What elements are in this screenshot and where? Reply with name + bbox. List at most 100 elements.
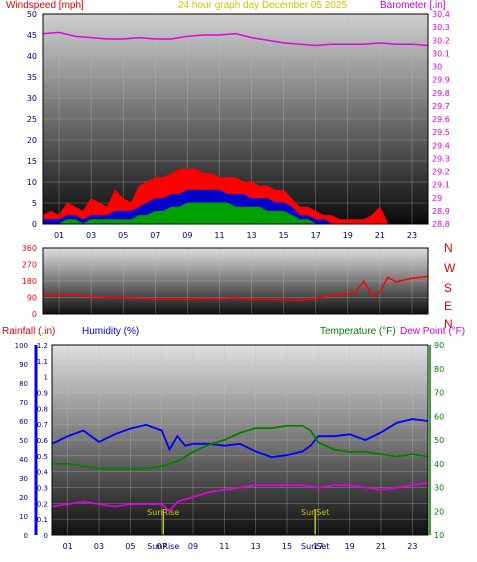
- barometer-y-tick: 30.3: [432, 23, 450, 32]
- direction-y-tick: 360: [22, 244, 37, 253]
- temp-x-tick: 09: [188, 542, 198, 551]
- temp-x-tick: 17: [313, 542, 323, 551]
- direction-line: [42, 275, 429, 302]
- wind-y-tick: 30: [27, 94, 37, 103]
- barometer-y-tick: 29.8: [432, 89, 450, 98]
- rainfall-y-tick: 0.7: [37, 421, 48, 429]
- temp-x-tick: 13: [251, 542, 261, 551]
- humidity-y-tick: 90: [19, 361, 28, 369]
- wind-x-tick: 07: [150, 231, 160, 240]
- temperature-y-tick: 70: [434, 389, 444, 398]
- rainfall-y-tick: 0: [44, 532, 48, 540]
- barometer-y-tick: 29.4: [432, 141, 450, 150]
- temp-x-tick: 11: [219, 542, 229, 551]
- sun-marker-label: SunRise: [147, 508, 179, 517]
- barometer-y-tick: 28.8: [432, 220, 450, 229]
- barometer-y-tick: 29.7: [432, 102, 450, 111]
- wind-y-tick: 10: [27, 178, 37, 187]
- barometer-y-tick: 30.2: [432, 36, 450, 45]
- barometer-label: Barometer [.in]: [380, 0, 446, 11]
- temperature-y-tick: 30: [434, 484, 444, 493]
- rainfall-y-tick: 0.9: [37, 390, 48, 398]
- wind-x-tick: 01: [54, 231, 64, 240]
- wind-x-tick: 13: [246, 231, 256, 240]
- wind-y-tick: 40: [27, 52, 37, 61]
- temperature-y-tick: 10: [434, 531, 444, 540]
- wind-x-tick: 05: [118, 231, 128, 240]
- direction-y-tick: 90: [27, 294, 37, 303]
- compass-north-top: N: [444, 241, 453, 255]
- humidity-y-tick: 50: [19, 437, 28, 445]
- rainfall-y-tick: 1: [44, 374, 48, 382]
- temperature-y-tick: 20: [434, 507, 444, 516]
- humidity-y-tick: 0: [24, 532, 28, 540]
- dewpoint-label: Dew Point (°F): [400, 326, 466, 337]
- wind-y-tick: 35: [27, 73, 37, 82]
- wind-y-tick: 5: [32, 199, 37, 208]
- temp-x-tick: 19: [345, 542, 355, 551]
- wind-y-tick: 0: [32, 220, 37, 229]
- rainfall-label: Rainfall (.in): [2, 326, 56, 337]
- direction-y-tick: 270: [22, 261, 37, 270]
- temp-x-tick: 21: [376, 542, 386, 551]
- rainfall-y-tick: 1.1: [37, 358, 48, 366]
- compass-west: W: [444, 261, 456, 275]
- wind-y-tick: 25: [27, 115, 37, 124]
- humidity-y-tick: 30: [19, 475, 28, 483]
- chart-title: 24 hour graph day December 05 2025: [178, 0, 348, 11]
- barometer-line: [42, 31, 429, 47]
- direction-y-tick: 0: [32, 310, 37, 319]
- barometer-y-tick: 29.1: [432, 181, 450, 190]
- wind-x-tick: 11: [214, 231, 224, 240]
- barometer-y-tick: 28.9: [432, 207, 450, 216]
- rainfall-y-tick: 0.6: [37, 437, 49, 445]
- wind-x-tick: 17: [311, 231, 321, 240]
- temperature-label: Temperature (°F): [320, 326, 396, 337]
- series-dew-point: [51, 481, 429, 513]
- barometer-y-tick: 29.5: [432, 128, 450, 137]
- rainfall-y-tick: 0.5: [37, 453, 48, 461]
- wind-x-tick: 09: [182, 231, 192, 240]
- humidity-y-tick: 40: [19, 456, 28, 464]
- temperature-y-tick: 40: [434, 460, 444, 469]
- humidity-y-tick: 80: [19, 380, 28, 388]
- barometer-y-tick: 29: [432, 194, 442, 203]
- humidity-label: Humidity (%): [82, 326, 140, 337]
- temperature-y-tick: 60: [434, 412, 444, 421]
- compass-north-bottom: N: [444, 317, 453, 331]
- rainfall-y-tick: 0.3: [37, 485, 48, 493]
- wind-plot-border: [42, 13, 429, 225]
- temp-x-tick: 15: [282, 542, 292, 551]
- wind-x-tick: 23: [407, 231, 417, 240]
- series-temperature: [52, 424, 429, 470]
- barometer-y-tick: 30: [432, 63, 442, 72]
- wind-x-tick: 03: [86, 231, 96, 240]
- rainfall-y-tick: 0.4: [37, 469, 49, 477]
- humidity-y-tick: 10: [19, 513, 28, 521]
- temp-x-tick: 03: [94, 542, 104, 551]
- rainfall-y-tick: 0.2: [37, 500, 48, 508]
- wind-x-tick: 21: [375, 231, 385, 240]
- temp-plot-border: [51, 344, 429, 536]
- sun-marker-axis-label: SunRise: [147, 542, 179, 551]
- wind-y-tick: 20: [27, 136, 37, 145]
- windspeed-label: Windspeed [mph]: [6, 0, 84, 11]
- wind-x-tick: 15: [279, 231, 289, 240]
- humidity-y-tick: 20: [19, 494, 28, 502]
- sun-marker-axis-label: SunSet: [301, 542, 329, 551]
- direction-plot-border: [42, 247, 429, 315]
- rainfall-y-tick: 1.2: [37, 342, 48, 350]
- humidity-y-tick: 60: [19, 418, 28, 426]
- temp-x-tick: 05: [125, 542, 135, 551]
- barometer-y-tick: 29.2: [432, 168, 450, 177]
- wind-y-tick: 45: [27, 31, 37, 40]
- barometer-y-tick: 29.6: [432, 115, 450, 124]
- barometer-y-tick: 30.4: [432, 10, 450, 19]
- compass-south: S: [444, 281, 453, 295]
- rainfall-y-tick: 0.8: [37, 405, 48, 413]
- wind-y-tick: 50: [27, 10, 37, 19]
- rainfall-y-tick: 0.1: [37, 516, 48, 524]
- temperature-y-tick: 90: [434, 341, 444, 350]
